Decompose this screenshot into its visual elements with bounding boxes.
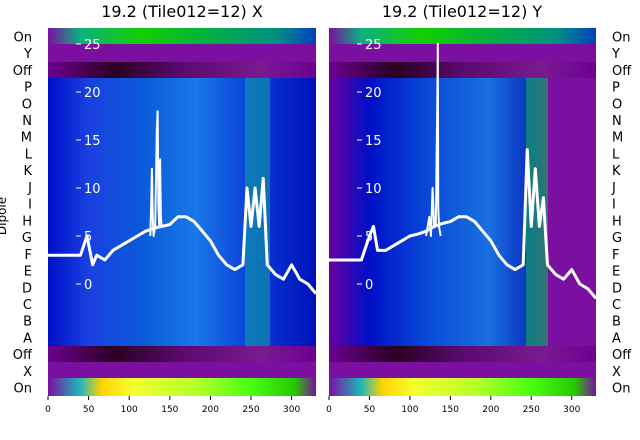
row-label: N (22, 114, 32, 129)
overlay-series-line (149, 110, 163, 237)
row-label: L (25, 147, 33, 162)
x-tick-label: 50 (83, 405, 95, 415)
row-label: I (612, 198, 616, 213)
row-label: J (611, 181, 616, 196)
row-band-y (48, 44, 316, 62)
chart-title-y: 19.2 (Tile012=12) Y (382, 2, 543, 21)
y-tick-label: 10 (84, 182, 101, 197)
row-label: Off (13, 348, 33, 363)
row-label: A (612, 331, 621, 346)
row-band-y (329, 44, 596, 62)
row-label: On (612, 382, 630, 397)
x-tick-label: 300 (283, 405, 300, 415)
row-band-off-bottom (48, 346, 316, 362)
x-ticks-x: 0 50 100 150 200 250 300 (45, 396, 300, 415)
row-label: On (14, 382, 32, 397)
x-tick-label: 100 (401, 405, 418, 415)
heatmap-background (329, 28, 596, 396)
x-tick-label: 100 (121, 405, 138, 415)
row-label: E (612, 265, 620, 280)
row-band-on-top (329, 28, 596, 44)
x-ticks-y: 0 50 100 150 200 250 300 (326, 396, 581, 415)
chart-title-x: 19.2 (Tile012=12) X (101, 2, 263, 21)
x-tick-label: 200 (202, 405, 219, 415)
row-label: Off (612, 64, 632, 79)
y-tick-label: 25 (365, 38, 382, 53)
y-tick-label: 15 (84, 134, 101, 149)
x-tick-label: 250 (523, 405, 540, 415)
row-label: P (24, 81, 32, 96)
x-tick-label: 0 (45, 405, 51, 415)
row-label: X (23, 365, 32, 380)
row-band-on-top (48, 28, 316, 44)
row-label: D (612, 281, 622, 296)
row-band-x (329, 362, 596, 378)
row-label: On (14, 30, 32, 45)
row-label: Y (23, 47, 32, 62)
y-tick-label: 10 (365, 182, 382, 197)
row-band-on-bottom (48, 378, 316, 396)
y-tick-label: 0 (84, 278, 92, 293)
y-tick-label: 0 (365, 278, 373, 293)
row-label: A (23, 331, 32, 346)
row-label: B (612, 315, 621, 330)
x-tick-label: 250 (242, 405, 259, 415)
row-label: Off (13, 64, 33, 79)
x-tick-label: 300 (563, 405, 580, 415)
row-band-off-bottom (329, 346, 596, 362)
row-label: M (21, 131, 32, 146)
row-label: K (23, 164, 32, 179)
overlay-series-line (48, 176, 318, 295)
row-label: H (612, 214, 622, 229)
overlay-lines-x (48, 110, 318, 295)
row-label: M (612, 131, 623, 146)
row-band-x (48, 362, 316, 378)
y-tick-label: 20 (84, 86, 101, 101)
y-tick-label: 25 (84, 38, 101, 53)
row-label: D (22, 281, 32, 296)
row-label: O (22, 97, 32, 112)
x-tick-label: 0 (326, 405, 332, 415)
row-band-off-top (48, 62, 316, 78)
x-tick-label: 150 (161, 405, 178, 415)
x-tick-label: 200 (482, 405, 499, 415)
row-label: B (23, 315, 32, 330)
row-label: C (23, 298, 32, 313)
row-band-off-top (329, 62, 596, 78)
row-label: L (612, 147, 620, 162)
row-label: N (612, 114, 622, 129)
row-label: G (612, 231, 622, 246)
row-label: Off (612, 348, 632, 363)
row-label: Y (611, 47, 620, 62)
row-band-on-bottom (329, 378, 596, 396)
row-label: O (612, 97, 622, 112)
row-label: F (25, 248, 32, 263)
row-label: On (612, 30, 630, 45)
overlay-series-line (329, 148, 598, 300)
x-tick-label: 50 (364, 405, 376, 415)
row-label: F (612, 248, 619, 263)
y-axis-label: Dipole (0, 197, 9, 235)
x-tick-label: 150 (442, 405, 459, 415)
row-label: C (612, 298, 621, 313)
overlay-series-line (425, 43, 442, 237)
row-label: H (22, 214, 32, 229)
overlay-lines-y (329, 43, 598, 300)
row-label: X (612, 365, 621, 380)
row-label: P (612, 81, 620, 96)
row-label: I (28, 198, 32, 213)
row-label: E (24, 265, 32, 280)
y-tick-label: 20 (365, 86, 382, 101)
heatmap-background (48, 28, 316, 396)
row-label: J (27, 181, 32, 196)
y-tick-label: 15 (365, 134, 382, 149)
row-label: G (22, 231, 32, 246)
row-label: K (612, 164, 621, 179)
